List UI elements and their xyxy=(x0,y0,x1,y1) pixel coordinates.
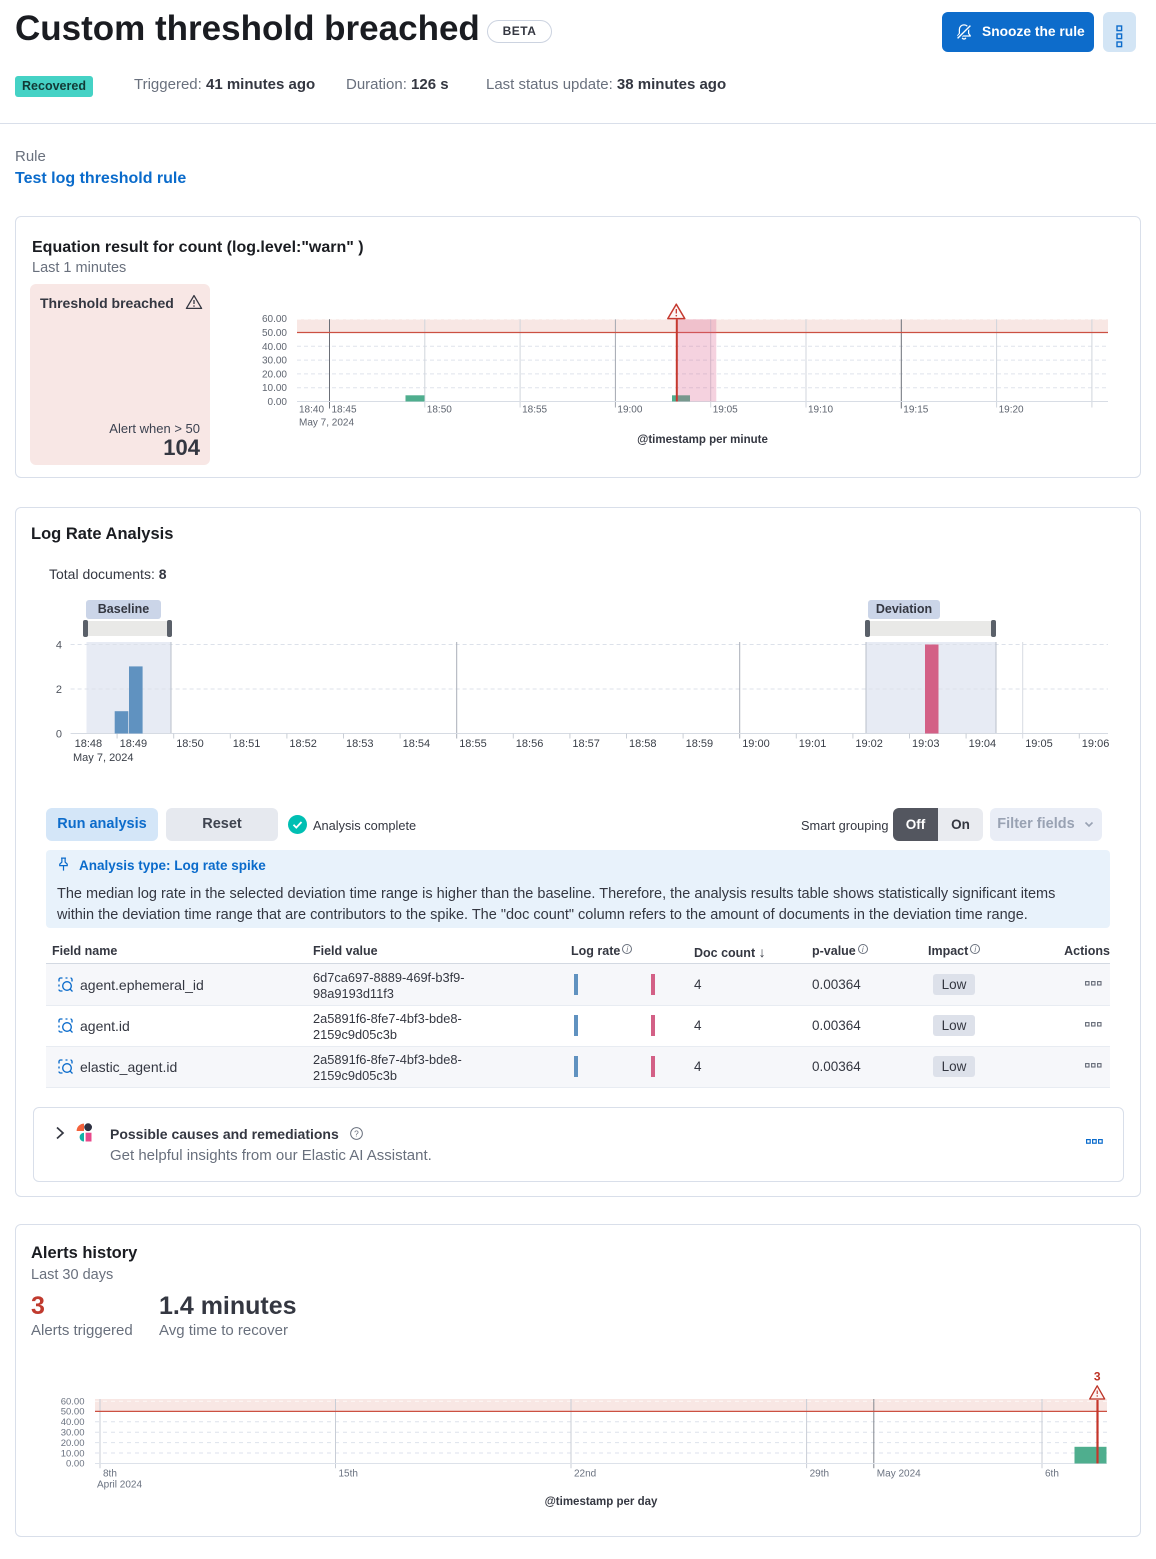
svg-text:18:54: 18:54 xyxy=(403,738,431,750)
svg-text:19:10: 19:10 xyxy=(808,405,833,416)
svg-text:60.00: 60.00 xyxy=(262,314,287,325)
svg-text:18:53: 18:53 xyxy=(346,738,374,750)
svg-text:0: 0 xyxy=(56,729,62,741)
svg-text:18:55: 18:55 xyxy=(459,738,487,750)
svg-text:19:03: 19:03 xyxy=(912,738,940,750)
svg-text:3: 3 xyxy=(1094,1370,1101,1384)
svg-text:19:15: 19:15 xyxy=(903,405,928,416)
svg-text:4: 4 xyxy=(56,640,62,652)
svg-text:20.00: 20.00 xyxy=(61,1438,85,1449)
svg-text:May 7, 2024: May 7, 2024 xyxy=(73,752,134,764)
svg-text:18:57: 18:57 xyxy=(572,738,600,750)
svg-text:18:58: 18:58 xyxy=(629,738,657,750)
svg-text:May 7, 2024: May 7, 2024 xyxy=(299,418,354,429)
svg-text:50.00: 50.00 xyxy=(262,328,287,339)
svg-text:18:50: 18:50 xyxy=(427,405,452,416)
svg-text:60.00: 60.00 xyxy=(61,1396,85,1407)
svg-text:19:01: 19:01 xyxy=(799,738,827,750)
svg-text:0.00: 0.00 xyxy=(268,397,288,408)
svg-text:18:49: 18:49 xyxy=(120,738,148,750)
svg-text:10.00: 10.00 xyxy=(61,1448,85,1459)
svg-text:18:59: 18:59 xyxy=(686,738,714,750)
svg-text:19:05: 19:05 xyxy=(713,405,738,416)
svg-text:0.00: 0.00 xyxy=(66,1459,85,1470)
svg-text:10.00: 10.00 xyxy=(262,383,287,394)
svg-text:22nd: 22nd xyxy=(574,1469,596,1480)
svg-text:18:45: 18:45 xyxy=(332,405,357,416)
svg-text:18:52: 18:52 xyxy=(289,738,317,750)
svg-text:8th: 8th xyxy=(103,1469,117,1480)
svg-text:19:05: 19:05 xyxy=(1025,738,1053,750)
svg-text:6th: 6th xyxy=(1045,1469,1059,1480)
svg-text:?: ? xyxy=(354,1128,359,1138)
svg-text:18:48: 18:48 xyxy=(75,738,103,750)
svg-text:19:20: 19:20 xyxy=(999,405,1024,416)
svg-text:18:40: 18:40 xyxy=(299,405,324,416)
svg-text:19:02: 19:02 xyxy=(855,738,883,750)
svg-text:20.00: 20.00 xyxy=(262,369,287,380)
svg-text:19:04: 19:04 xyxy=(969,738,997,750)
svg-text:2: 2 xyxy=(56,684,62,696)
svg-text:18:56: 18:56 xyxy=(516,738,544,750)
svg-text:15th: 15th xyxy=(339,1469,358,1480)
svg-text:18:50: 18:50 xyxy=(176,738,204,750)
svg-text:18:51: 18:51 xyxy=(233,738,261,750)
svg-text:19:00: 19:00 xyxy=(742,738,770,750)
svg-text:30.00: 30.00 xyxy=(61,1428,85,1439)
svg-text:29th: 29th xyxy=(810,1469,829,1480)
svg-text:40.00: 40.00 xyxy=(61,1417,85,1428)
svg-text:April 2024: April 2024 xyxy=(97,1480,142,1491)
svg-text:19:06: 19:06 xyxy=(1082,738,1110,750)
svg-text:40.00: 40.00 xyxy=(262,342,287,353)
svg-text:18:55: 18:55 xyxy=(522,405,547,416)
svg-text:19:00: 19:00 xyxy=(617,405,642,416)
svg-text:30.00: 30.00 xyxy=(262,356,287,367)
svg-text:May 2024: May 2024 xyxy=(877,1469,921,1480)
svg-text:50.00: 50.00 xyxy=(61,1407,85,1418)
